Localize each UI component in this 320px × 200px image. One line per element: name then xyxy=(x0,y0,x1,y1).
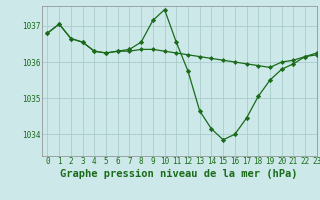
X-axis label: Graphe pression niveau de la mer (hPa): Graphe pression niveau de la mer (hPa) xyxy=(60,169,298,179)
